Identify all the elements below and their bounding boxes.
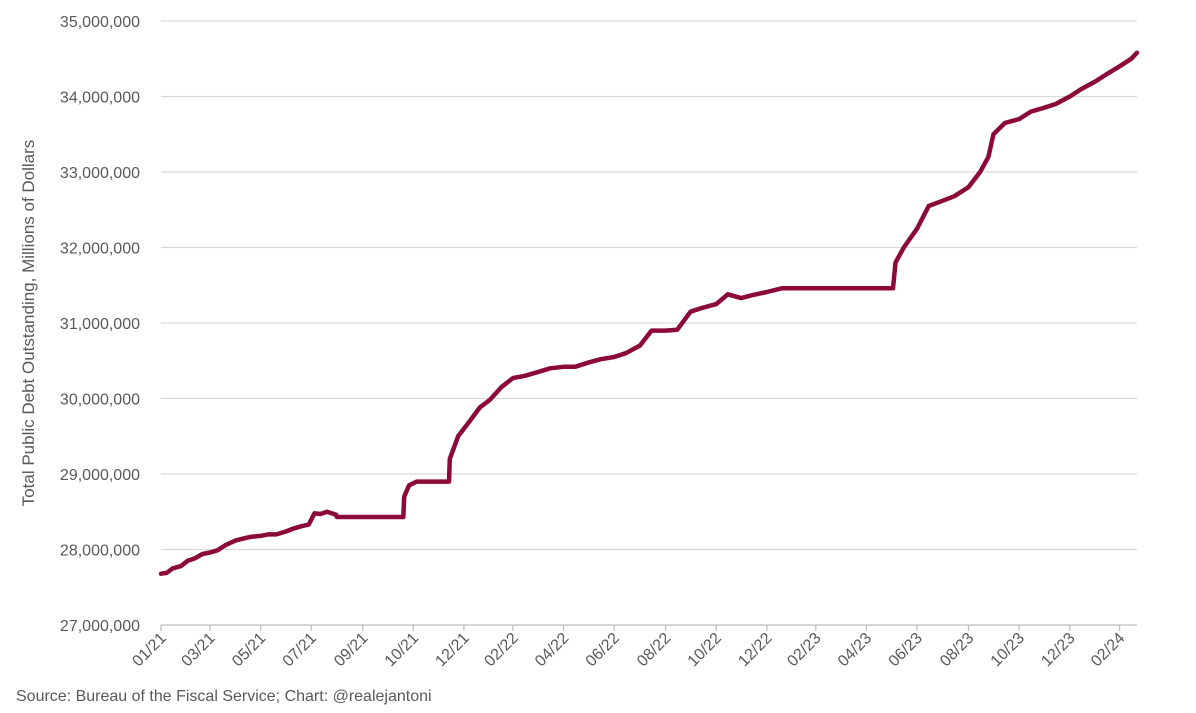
y-tick-label: 35,000,000 [60, 14, 140, 31]
x-tick-label: 08/23 [937, 630, 977, 670]
debt-series-line [158, 50, 1140, 576]
source-note: Source: Bureau of the Fiscal Service; Ch… [16, 688, 432, 705]
y-axis-title: Total Public Debt Outstanding, Millions … [19, 140, 38, 507]
y-tick-label: 28,000,000 [60, 543, 140, 560]
x-tick-label: 02/22 [481, 630, 521, 670]
x-tick-label: 12/22 [735, 630, 775, 670]
y-tick-label: 29,000,000 [60, 467, 140, 484]
x-tick-label: 02/24 [1088, 630, 1128, 670]
x-tick-label: 08/22 [634, 630, 674, 670]
x-tick-label: 05/21 [229, 630, 269, 670]
y-tick-label: 34,000,000 [60, 90, 140, 107]
y-tick-label: 33,000,000 [60, 165, 140, 182]
x-tick-label: 04/23 [835, 630, 875, 670]
x-tick-label: 12/21 [432, 630, 472, 670]
x-tick-label: 10/22 [685, 630, 725, 670]
x-axis-tick-labels: 01/21 03/21 05/21 07/21 09/21 10/21 12/21 02/22… [129, 630, 1128, 670]
x-tick-label: 12/23 [1038, 630, 1078, 670]
x-tick-label: 10/23 [988, 630, 1028, 670]
x-tick-label: 04/22 [532, 630, 572, 670]
y-tick-label: 32,000,000 [60, 241, 140, 258]
x-tick-label: 01/21 [129, 630, 169, 670]
x-tick-label: 09/21 [331, 630, 371, 670]
y-tick-label: 31,000,000 [60, 316, 140, 333]
x-tick-label: 07/21 [280, 630, 320, 670]
x-tick-label: 06/23 [886, 630, 926, 670]
x-axis [160, 624, 1137, 631]
x-tick-label: 02/23 [784, 630, 824, 670]
x-tick-label: 03/21 [178, 630, 218, 670]
x-tick-label: 06/22 [583, 630, 623, 670]
horizontal-gridlines [161, 20, 1137, 551]
y-tick-label: 27,000,000 [60, 618, 140, 635]
x-tick-label: 10/21 [382, 630, 422, 670]
y-axis-tick-labels: 27,000,000 28,000,000 29,000,000 30,000,000… [60, 14, 140, 635]
y-tick-label: 30,000,000 [60, 392, 140, 409]
series-layer [158, 50, 1140, 576]
